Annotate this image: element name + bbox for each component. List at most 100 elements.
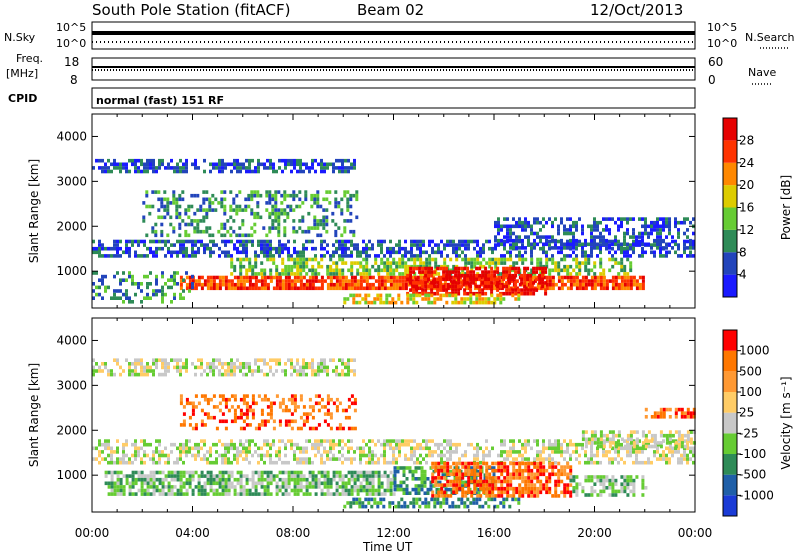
- echo-cell: [585, 287, 588, 291]
- echo-cell: [173, 461, 176, 465]
- echo-cell: [193, 219, 196, 223]
- echo-cell: [119, 163, 122, 167]
- echo-cell: [374, 454, 377, 458]
- echo-cell: [155, 358, 158, 362]
- echo-cell: [327, 412, 330, 416]
- echo-cell: [276, 492, 279, 496]
- echo-cell: [194, 163, 197, 167]
- echo-cell: [614, 258, 617, 262]
- echo-cell: [329, 163, 332, 167]
- echo-cell: [436, 267, 439, 271]
- echo-cell: [213, 279, 216, 283]
- echo-cell: [244, 234, 247, 238]
- echo-cell: [362, 439, 365, 443]
- echo-cell: [245, 373, 248, 377]
- echo-cell: [479, 473, 482, 477]
- echo-cell: [569, 272, 572, 276]
- echo-cell: [209, 461, 212, 465]
- echo-cell: [464, 247, 467, 251]
- echo-cell: [375, 287, 378, 291]
- echo-cell: [650, 232, 653, 236]
- echo-cell: [454, 285, 457, 289]
- echo-cell: [114, 489, 117, 493]
- cpid-value: normal (fast) 151 RF: [96, 94, 224, 107]
- echo-cell: [204, 489, 207, 493]
- echo-cell: [201, 283, 204, 287]
- echo-cell: [216, 482, 219, 486]
- echo-cell: [470, 240, 473, 244]
- echo-cell: [113, 240, 116, 244]
- echo-cell: [545, 261, 548, 265]
- echo-cell: [356, 272, 359, 276]
- echo-cell: [287, 163, 290, 167]
- echo-cell: [623, 217, 626, 221]
- echo-cell: [332, 243, 335, 247]
- echo-cell: [237, 276, 240, 280]
- echo-cell: [252, 409, 255, 413]
- echo-cell: [182, 170, 185, 174]
- echo-cell: [383, 240, 386, 244]
- echo-cell: [95, 159, 98, 163]
- echo-cell: [311, 358, 314, 362]
- echo-cell: [228, 283, 231, 287]
- echo-cell: [281, 170, 284, 174]
- echo-cell: [476, 443, 479, 447]
- echo-cell: [476, 480, 479, 484]
- echo-cell: [505, 288, 508, 292]
- echo-cell: [299, 170, 302, 174]
- echo-cell: [470, 473, 473, 477]
- echo-cell: [347, 247, 350, 251]
- echo-cell: [261, 492, 264, 496]
- echo-cell: [295, 205, 298, 209]
- echo-cell: [533, 232, 536, 236]
- echo-cell: [345, 279, 348, 283]
- echo-cell: [237, 279, 240, 283]
- echo-cell: [475, 294, 478, 298]
- echo-cell: [194, 373, 197, 377]
- echo-cell: [518, 239, 521, 243]
- echo-cell: [533, 439, 536, 443]
- echo-cell: [240, 283, 243, 287]
- echo-cell: [386, 443, 389, 447]
- echo-cell: [512, 439, 515, 443]
- echo-cell: [503, 450, 506, 454]
- echo-cell: [479, 251, 482, 255]
- echo-cell: [337, 205, 340, 209]
- echo-cell: [336, 398, 339, 402]
- echo-cell: [506, 258, 509, 262]
- echo-cell: [440, 461, 443, 465]
- echo-cell: [155, 366, 158, 370]
- echo-cell: [529, 288, 532, 292]
- echo-cell: [686, 240, 689, 244]
- echo-cell: [584, 269, 587, 273]
- echo-cell: [464, 254, 467, 258]
- echo-cell: [296, 362, 299, 366]
- echo-cell: [514, 288, 517, 292]
- echo-cell: [372, 283, 375, 287]
- echo-cell: [98, 240, 101, 244]
- echo-cell: [230, 362, 233, 366]
- echo-cell: [294, 474, 297, 478]
- echo-cell: [458, 469, 461, 473]
- echo-cell: [560, 246, 563, 250]
- echo-cell: [326, 269, 329, 273]
- echo-cell: [191, 163, 194, 167]
- echo-cell: [342, 276, 345, 280]
- echo-cell: [569, 232, 572, 236]
- echo-cell: [198, 276, 201, 280]
- echo-cell: [493, 297, 496, 301]
- echo-cell: [323, 439, 326, 443]
- echo-cell: [581, 243, 584, 247]
- echo-cell: [351, 485, 354, 489]
- echo-cell: [578, 269, 581, 273]
- echo-cell: [252, 412, 255, 416]
- echo-cell: [494, 221, 497, 225]
- echo-cell: [617, 225, 620, 229]
- echo-cell: [362, 258, 365, 262]
- echo-cell: [624, 279, 627, 283]
- echo-cell: [331, 219, 334, 223]
- echo-cell: [152, 457, 155, 461]
- echo-cell: [689, 447, 692, 451]
- echo-cell: [299, 251, 302, 255]
- echo-cell: [167, 457, 170, 461]
